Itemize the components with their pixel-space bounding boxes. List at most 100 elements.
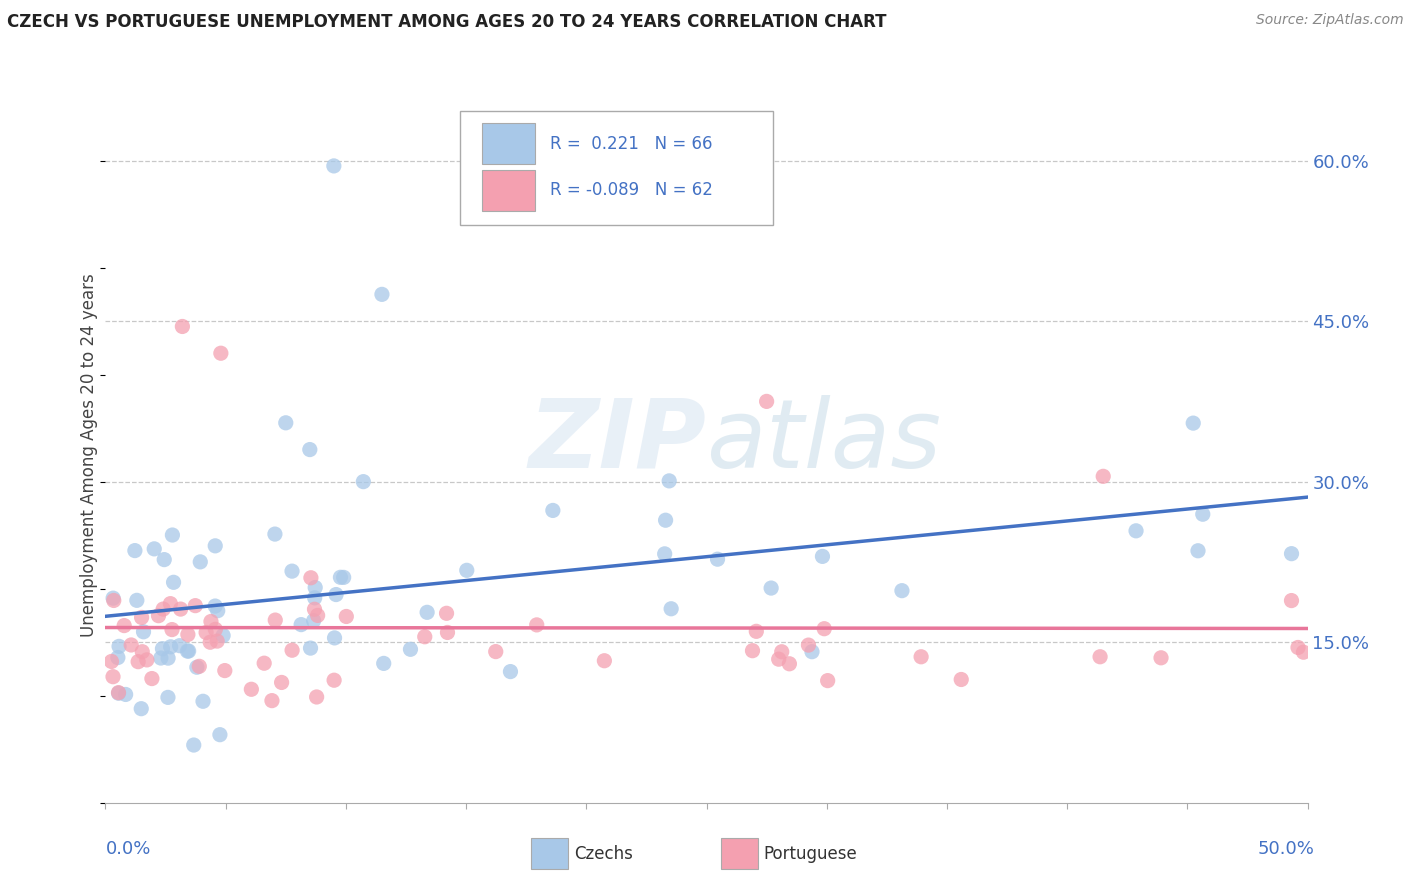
Point [745,624,768,639]
Point [290,617,312,632]
Point [768,652,790,666]
Text: Czechs: Czechs [574,845,633,863]
Point [200,615,222,629]
Point [212,628,235,642]
Point [1187,543,1209,558]
Point [186,660,208,674]
Point [132,624,155,639]
Point [103,593,125,607]
Point [659,601,682,615]
Point [399,642,422,657]
Text: CZECH VS PORTUGUESE UNEMPLOYMENT AMONG AGES 20 TO 24 YEARS CORRELATION CHART: CZECH VS PORTUGUESE UNEMPLOYMENT AMONG A… [7,13,887,31]
Point [654,547,676,561]
Point [658,474,681,488]
Point [209,346,232,360]
Point [141,672,163,686]
Point [910,649,932,664]
Text: atlas: atlas [707,394,942,488]
Point [152,602,174,616]
Point [135,653,157,667]
Point [127,655,149,669]
Point [162,528,184,542]
Point [172,319,194,334]
Point [817,673,839,688]
Point [305,690,328,704]
Point [811,549,834,564]
Point [307,608,329,623]
Point [107,685,129,699]
Text: 50.0%: 50.0% [1258,840,1315,858]
Point [195,625,218,640]
Point [797,638,820,652]
FancyBboxPatch shape [482,169,534,211]
Point [169,602,191,616]
Point [160,623,183,637]
Point [205,634,228,648]
Point [131,610,153,624]
Point [270,675,292,690]
Point [274,416,297,430]
Point [264,613,287,627]
Point [107,650,129,665]
Point [1088,649,1111,664]
Point [204,623,226,637]
Point [1182,416,1205,430]
Point [1191,507,1213,521]
Point [890,583,912,598]
FancyBboxPatch shape [482,123,534,164]
Point [148,608,170,623]
Point [499,665,522,679]
Point [332,570,354,584]
Point [1281,547,1303,561]
Point [260,693,283,707]
Point [264,527,287,541]
Point [200,635,222,649]
Point [755,394,778,409]
Point [100,655,122,669]
Point [129,701,152,715]
Point [759,581,782,595]
FancyBboxPatch shape [460,111,773,226]
Point [120,638,142,652]
Text: ZIP: ZIP [529,394,707,488]
Point [1286,640,1309,655]
Point [299,571,322,585]
Point [157,651,180,665]
Point [352,475,374,489]
Point [169,639,191,653]
Point [298,442,321,457]
Point [741,643,763,657]
Point [541,503,564,517]
Point [1281,593,1303,607]
Point [1092,469,1115,483]
Point [153,552,176,566]
Point [188,555,211,569]
Point [373,657,395,671]
Point [152,641,174,656]
Point [485,644,508,658]
Text: 0.0%: 0.0% [105,840,150,858]
Point [207,604,229,618]
Text: R =  0.221   N = 66: R = 0.221 N = 66 [550,135,713,153]
Point [159,640,181,654]
Point [304,591,326,605]
Point [159,597,181,611]
Point [101,670,124,684]
Point [188,659,211,673]
Point [950,673,973,687]
Point [1292,645,1315,659]
Point [778,657,800,671]
Point [281,564,304,578]
Point [329,570,352,584]
Point [322,159,344,173]
Point [112,618,135,632]
Point [253,657,276,671]
Point [208,728,231,742]
Point [240,682,263,697]
Point [143,541,166,556]
Point [335,609,357,624]
Point [149,651,172,665]
Point [281,643,304,657]
Text: R = -0.089   N = 62: R = -0.089 N = 62 [550,181,713,199]
Point [323,631,346,645]
